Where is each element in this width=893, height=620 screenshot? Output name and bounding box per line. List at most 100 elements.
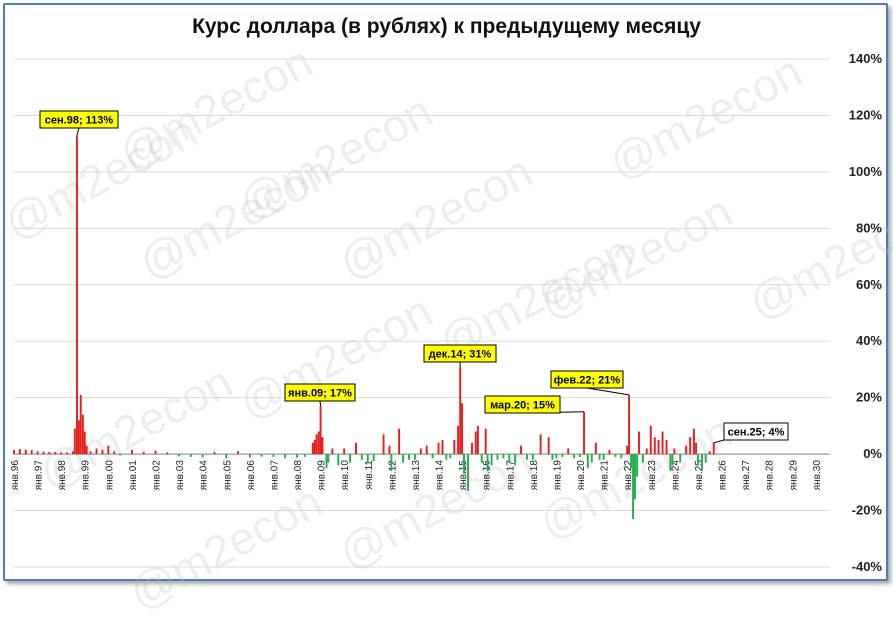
bar bbox=[445, 454, 447, 460]
bar bbox=[603, 454, 605, 460]
bar bbox=[101, 450, 103, 454]
bar bbox=[82, 415, 84, 455]
x-tick-label: янв.99 bbox=[81, 460, 92, 491]
bar bbox=[389, 446, 391, 454]
x-tick-label: янв.28 bbox=[765, 460, 776, 491]
bar bbox=[463, 454, 465, 474]
bar bbox=[630, 454, 632, 468]
bar bbox=[561, 454, 563, 457]
x-tick-label: янв.12 bbox=[387, 460, 398, 491]
annotation-label: сен.25; 4% bbox=[728, 427, 785, 439]
bar bbox=[679, 454, 681, 462]
bar bbox=[587, 454, 589, 468]
bar bbox=[272, 454, 274, 457]
bar bbox=[666, 440, 668, 454]
x-tick-label: янв.27 bbox=[741, 460, 752, 491]
bar bbox=[331, 448, 333, 454]
bar bbox=[551, 454, 553, 460]
bar bbox=[402, 454, 404, 462]
bar bbox=[361, 454, 363, 460]
bar bbox=[614, 454, 616, 457]
annotation-label: сен.98; 113% bbox=[45, 115, 114, 127]
bar bbox=[420, 448, 422, 454]
bar bbox=[312, 443, 314, 454]
bar bbox=[214, 452, 216, 454]
bar bbox=[155, 451, 157, 454]
bar bbox=[143, 452, 145, 454]
bar bbox=[475, 432, 477, 455]
bar bbox=[628, 395, 630, 454]
x-tick-label: янв.08 bbox=[293, 460, 304, 491]
bar bbox=[202, 454, 204, 457]
bar bbox=[166, 452, 168, 454]
x-tick-label: янв.19 bbox=[552, 460, 563, 491]
bar bbox=[449, 454, 451, 458]
x-tick-label: янв.03 bbox=[175, 460, 186, 491]
bar bbox=[327, 454, 329, 462]
y-tick-label: 0% bbox=[863, 446, 882, 461]
bar bbox=[190, 454, 192, 457]
bar bbox=[373, 454, 375, 461]
annotation-label: дек.14; 31% bbox=[429, 349, 492, 361]
bar bbox=[326, 454, 328, 468]
bar bbox=[713, 443, 715, 454]
bar bbox=[178, 454, 180, 456]
bar bbox=[13, 450, 15, 454]
x-tick-label: янв.07 bbox=[269, 460, 280, 491]
bar bbox=[459, 367, 461, 454]
x-tick-label: янв.30 bbox=[812, 460, 823, 491]
x-tick-label: янв.11 bbox=[364, 460, 375, 490]
y-tick-label: 60% bbox=[856, 277, 882, 292]
bar bbox=[442, 440, 444, 454]
x-tick-label: янв.13 bbox=[411, 460, 422, 491]
bar bbox=[261, 454, 263, 457]
bar bbox=[583, 412, 585, 454]
bar bbox=[467, 454, 469, 491]
bar bbox=[532, 454, 534, 460]
bar bbox=[80, 395, 82, 454]
bar bbox=[650, 426, 652, 454]
bar bbox=[90, 451, 92, 454]
bar bbox=[599, 454, 601, 460]
bar bbox=[701, 454, 703, 471]
bar bbox=[638, 432, 640, 455]
bar bbox=[78, 420, 80, 454]
bar bbox=[113, 451, 115, 454]
x-tick-label: янв.26 bbox=[718, 460, 729, 491]
bar bbox=[491, 454, 493, 465]
bar bbox=[76, 135, 78, 454]
bar bbox=[349, 454, 351, 462]
x-tick-label: янв.18 bbox=[529, 460, 540, 491]
y-tick-label: -40% bbox=[852, 559, 883, 574]
y-tick-label: 100% bbox=[849, 164, 883, 179]
bar bbox=[322, 437, 324, 454]
bar bbox=[654, 437, 656, 454]
x-tick-label: янв.20 bbox=[576, 460, 587, 491]
x-tick-label: янв.04 bbox=[199, 460, 210, 491]
bar bbox=[107, 446, 109, 454]
annotation-leader bbox=[714, 440, 724, 443]
bar bbox=[390, 454, 392, 471]
bar bbox=[514, 454, 516, 465]
y-tick-label: 40% bbox=[856, 333, 882, 348]
bar bbox=[520, 446, 522, 454]
bar bbox=[673, 448, 675, 454]
x-tick-label: янв.10 bbox=[340, 460, 351, 491]
bar bbox=[672, 454, 674, 465]
x-tick-label: янв.23 bbox=[647, 460, 658, 491]
bar bbox=[573, 454, 575, 458]
bar bbox=[487, 454, 489, 471]
y-tick-label: -20% bbox=[852, 503, 883, 518]
bar bbox=[31, 450, 33, 454]
bar bbox=[502, 454, 504, 458]
bar bbox=[461, 403, 463, 454]
bar bbox=[48, 452, 50, 454]
bar bbox=[453, 440, 455, 454]
bar bbox=[225, 454, 227, 458]
bar bbox=[249, 454, 251, 457]
bar bbox=[367, 454, 369, 462]
bar bbox=[693, 429, 695, 454]
x-tick-label: янв.14 bbox=[435, 460, 446, 491]
bar bbox=[66, 452, 68, 454]
x-tick-label: янв.97 bbox=[34, 460, 45, 491]
